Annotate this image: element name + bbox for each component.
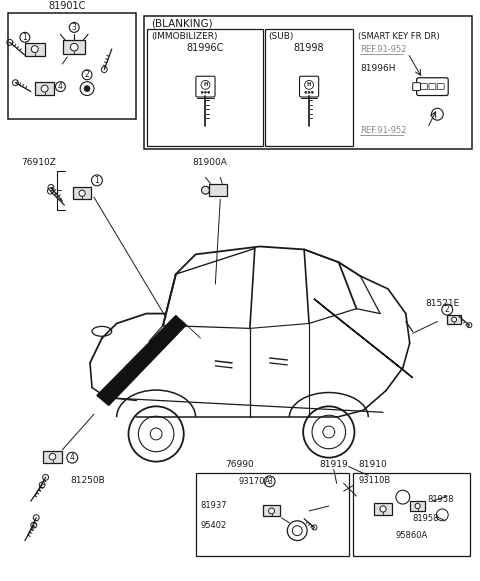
Text: REF.91-952: REF.91-952: [360, 126, 407, 135]
Text: (SMART KEY FR DR): (SMART KEY FR DR): [359, 33, 440, 41]
FancyBboxPatch shape: [413, 83, 420, 91]
Circle shape: [201, 91, 203, 94]
Text: (BLANKING): (BLANKING): [151, 19, 213, 28]
Text: (IMMOBILIZER): (IMMOBILIZER): [151, 33, 218, 41]
Text: 93170A: 93170A: [238, 478, 270, 486]
Text: 95402: 95402: [201, 521, 227, 530]
Text: H: H: [307, 83, 311, 87]
Bar: [63, 40, 85, 54]
Circle shape: [79, 190, 85, 196]
Circle shape: [269, 508, 275, 514]
Bar: [35, 82, 55, 95]
Text: 76990: 76990: [225, 460, 254, 469]
Text: 81998: 81998: [294, 43, 324, 53]
Text: 2: 2: [445, 305, 450, 314]
Text: (SUB): (SUB): [269, 33, 294, 41]
Bar: [147, 30, 263, 146]
Circle shape: [303, 406, 354, 458]
Circle shape: [49, 453, 56, 460]
Bar: [209, 184, 227, 196]
Text: 4: 4: [58, 82, 63, 91]
Circle shape: [308, 91, 310, 94]
FancyBboxPatch shape: [300, 76, 319, 97]
Circle shape: [84, 85, 90, 92]
Circle shape: [442, 304, 453, 315]
Circle shape: [208, 91, 210, 94]
Text: 81996C: 81996C: [187, 43, 224, 53]
Circle shape: [92, 175, 102, 186]
Bar: [410, 501, 425, 511]
Text: 81919: 81919: [319, 460, 348, 469]
Polygon shape: [97, 315, 186, 406]
Bar: [8, 13, 136, 119]
Text: 1: 1: [95, 176, 99, 185]
Text: 81521E: 81521E: [425, 299, 460, 308]
Circle shape: [415, 503, 420, 508]
Text: 81250B: 81250B: [70, 476, 105, 485]
Text: REF.91-952: REF.91-952: [360, 45, 407, 54]
FancyBboxPatch shape: [417, 78, 448, 95]
Bar: [195, 474, 348, 557]
Circle shape: [82, 70, 92, 80]
Bar: [374, 503, 392, 515]
Circle shape: [452, 317, 456, 322]
Circle shape: [312, 91, 313, 94]
Text: 3: 3: [267, 477, 272, 486]
Text: 81900A: 81900A: [192, 157, 228, 167]
Bar: [73, 188, 91, 199]
Bar: [43, 451, 62, 462]
Text: 76910Z: 76910Z: [21, 157, 56, 167]
Text: 3: 3: [72, 23, 77, 32]
Text: 81996H: 81996H: [360, 64, 396, 73]
Circle shape: [264, 476, 275, 487]
Text: 95860A: 95860A: [396, 530, 428, 540]
Polygon shape: [314, 299, 413, 378]
Bar: [353, 474, 470, 557]
Circle shape: [41, 85, 48, 92]
Circle shape: [129, 406, 184, 461]
Circle shape: [71, 44, 78, 51]
Bar: [264, 30, 353, 146]
Text: 81910: 81910: [359, 460, 387, 469]
Text: 81958: 81958: [413, 514, 439, 523]
Bar: [144, 16, 472, 149]
Circle shape: [305, 91, 307, 94]
Circle shape: [204, 91, 206, 94]
Bar: [25, 43, 45, 56]
Text: H: H: [204, 83, 207, 87]
Circle shape: [69, 23, 79, 33]
Text: 1: 1: [23, 33, 27, 42]
FancyBboxPatch shape: [196, 76, 215, 97]
Text: 81937: 81937: [201, 501, 227, 510]
Circle shape: [31, 46, 38, 53]
Circle shape: [202, 187, 209, 194]
Text: 93110B: 93110B: [359, 476, 391, 485]
Bar: [447, 315, 461, 324]
Text: 2: 2: [84, 70, 89, 79]
Circle shape: [56, 82, 65, 92]
Circle shape: [20, 33, 30, 42]
Circle shape: [380, 506, 386, 512]
Circle shape: [67, 452, 78, 463]
Bar: [263, 505, 280, 517]
Text: 81958: 81958: [428, 495, 454, 504]
Text: 81901C: 81901C: [48, 1, 86, 10]
Text: 4: 4: [70, 453, 75, 462]
